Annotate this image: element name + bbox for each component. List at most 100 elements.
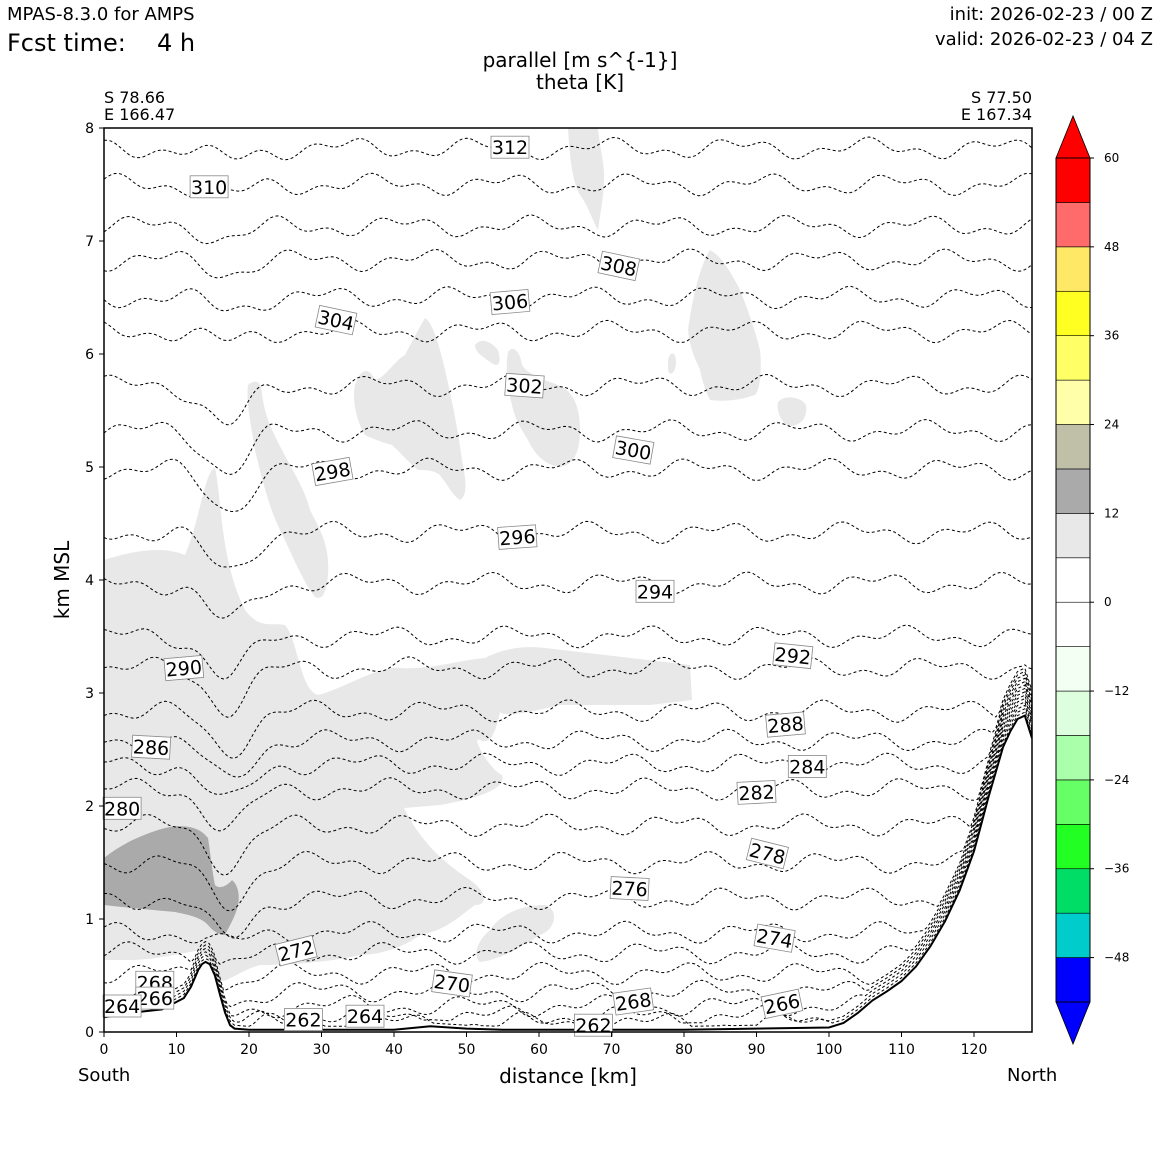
theta-contour-284 <box>104 674 1032 795</box>
chart-title-line1: parallel [m s^{-1}] <box>482 48 678 72</box>
contour-label-266: 266 <box>760 988 804 1019</box>
colorbar-over-arrow <box>1055 114 1091 159</box>
colorbar-tick-label: 48 <box>1104 240 1119 254</box>
theta-contour-290 <box>104 656 1032 718</box>
contour-label-266: 266 <box>135 986 175 1010</box>
colorbar-bin <box>1055 246 1091 292</box>
contour-label-270: 270 <box>431 969 473 998</box>
contour-label-312: 312 <box>490 135 530 159</box>
svg-text:266: 266 <box>137 988 173 1010</box>
left-end-lat: S 78.66 <box>104 88 166 107</box>
contour-label-282: 282 <box>736 780 777 805</box>
theta-contour-280 <box>104 681 1032 876</box>
forecast-time-label: Fcst time: <box>7 29 126 57</box>
svg-text:270: 270 <box>432 971 471 998</box>
x-tick-label: 30 <box>313 1042 331 1058</box>
svg-text:282: 282 <box>738 781 775 805</box>
terrain-fill <box>104 715 1032 1032</box>
theta-contour-288 <box>104 667 1032 759</box>
contour-label-300: 300 <box>612 435 655 465</box>
theta-contour-308 <box>104 248 1032 279</box>
colorbar-bin <box>1055 468 1091 514</box>
colorbar-tick-label: −12 <box>1104 684 1129 698</box>
wind-shading-12-18 <box>104 826 239 935</box>
y-tick-label: 8 <box>85 121 94 137</box>
forecast-time-value: 4 h <box>157 29 196 57</box>
wind-shading-6-12 <box>104 128 807 982</box>
x-tick-label: 50 <box>458 1042 476 1058</box>
theta-contour-296 <box>104 520 1032 568</box>
colorbar-bin <box>1055 335 1091 381</box>
x-tick-label: 120 <box>961 1042 988 1058</box>
shading-upper-column <box>568 128 605 230</box>
shading-left-patch <box>104 564 165 680</box>
contour-label-288: 288 <box>765 711 806 738</box>
colorbar-bin <box>1055 157 1091 203</box>
contour-label-304: 304 <box>314 304 358 336</box>
colorbar-tick-label: −36 <box>1104 862 1129 876</box>
x-tick-label: 110 <box>888 1042 915 1058</box>
colorbar-frame <box>1055 157 1091 1003</box>
theta-contour-294 <box>104 571 1032 619</box>
y-tick-label: 7 <box>85 234 94 250</box>
contour-label-278: 278 <box>745 837 789 870</box>
shading-lowlevel-patch <box>476 905 555 962</box>
x-tick-label: 100 <box>816 1042 843 1058</box>
svg-text:268: 268 <box>614 989 653 1016</box>
colorbar-bin <box>1055 601 1091 647</box>
x-tick-label: 70 <box>603 1042 621 1058</box>
theta-contour-286 <box>104 670 1032 778</box>
contour-label-276: 276 <box>609 876 650 901</box>
theta-contour-274 <box>104 691 1032 945</box>
svg-text:284: 284 <box>789 757 825 779</box>
chart-title-line2: theta [K] <box>536 70 624 94</box>
y-tick-label: 0 <box>85 1025 94 1041</box>
contour-label-302: 302 <box>504 372 545 399</box>
shading-upper-blob <box>777 397 807 426</box>
init-time: init: 2026-02-23 / 00 Z <box>949 4 1153 25</box>
contour-label-294: 294 <box>635 579 675 603</box>
theta-contour-310 <box>104 214 1032 245</box>
contour-label-296: 296 <box>497 524 538 550</box>
shading-plume-right2 <box>506 348 580 467</box>
x-tick-label: 90 <box>748 1042 766 1058</box>
x-tick-label: 0 <box>100 1042 109 1058</box>
north-label: North <box>1007 1065 1058 1086</box>
y-tick-label: 5 <box>85 460 94 476</box>
contour-label-298: 298 <box>311 456 354 486</box>
theta-contour-312 <box>104 172 1032 198</box>
shading-midlevel-plume <box>354 318 466 500</box>
contour-label-292: 292 <box>772 642 814 670</box>
y-tick-label: 2 <box>85 799 94 815</box>
y-tick-label: 6 <box>85 347 94 363</box>
contour-label-286: 286 <box>131 734 172 760</box>
svg-text:306: 306 <box>491 290 529 315</box>
colorbar: 60 48 36 24 12 0 −12 −24 −36 −48 <box>1055 114 1129 1046</box>
colorbar-bin <box>1055 424 1091 470</box>
x-tick-label: 40 <box>385 1042 403 1058</box>
svg-text:304: 304 <box>316 307 356 336</box>
svg-text:294: 294 <box>637 581 673 603</box>
contour-label-284: 284 <box>787 755 827 779</box>
colorbar-under-arrow <box>1055 1001 1091 1046</box>
y-tick-label: 4 <box>85 573 94 589</box>
colorbar-bin <box>1055 290 1091 336</box>
svg-text:312: 312 <box>492 137 528 159</box>
colorbar-bin <box>1055 868 1091 914</box>
svg-text:266: 266 <box>762 990 802 1019</box>
right-end-lat: S 77.50 <box>970 88 1032 107</box>
colorbar-tick-label: 36 <box>1104 329 1119 343</box>
y-tick-label: 3 <box>85 686 94 702</box>
theta-contour-268 <box>104 701 1032 1008</box>
theta-contour-300 <box>104 419 1032 475</box>
colorbar-bin <box>1055 690 1091 736</box>
contour-label-306: 306 <box>489 288 531 316</box>
theta-contour-304 <box>104 319 1032 344</box>
colorbar-bin <box>1055 735 1091 781</box>
theta-contour-264 <box>104 708 1032 1024</box>
x-tick-label: 20 <box>240 1042 258 1058</box>
svg-text:262: 262 <box>285 1010 321 1032</box>
colorbar-tick-label: −24 <box>1104 773 1129 787</box>
svg-text:288: 288 <box>767 713 805 738</box>
